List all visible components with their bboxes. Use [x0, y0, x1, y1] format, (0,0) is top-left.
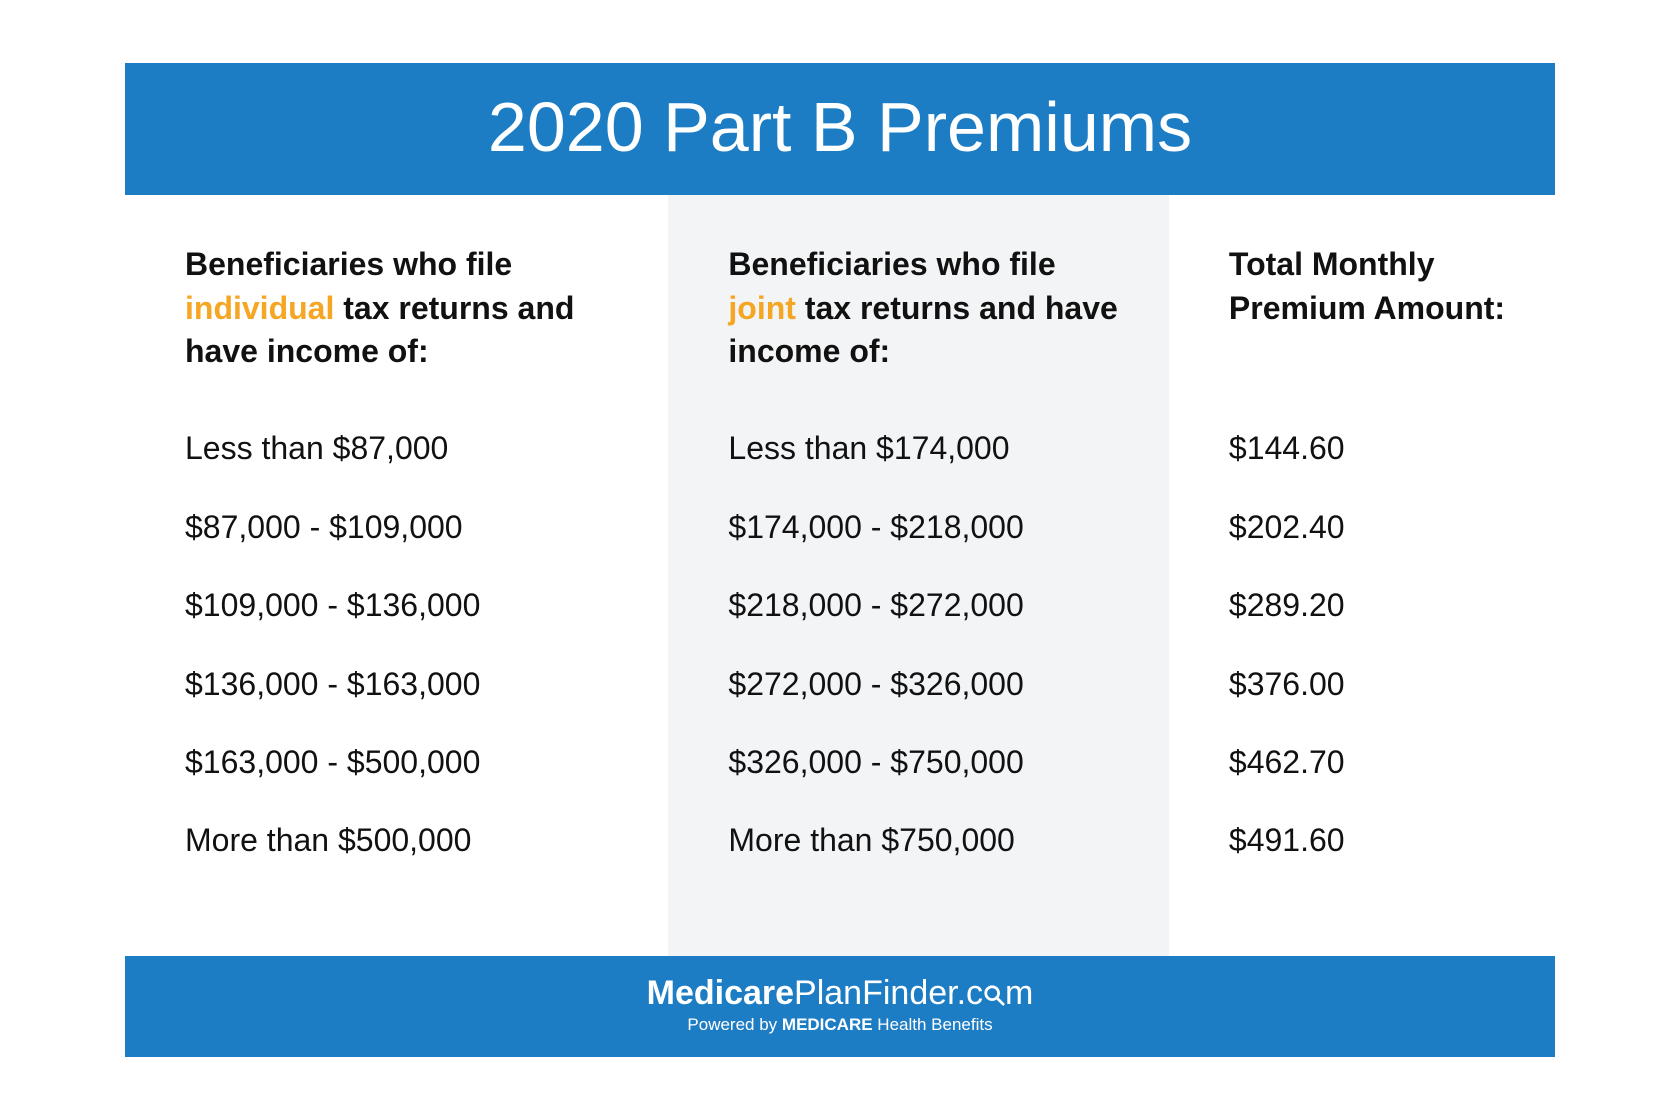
table-cell: Less than $174,000 [728, 429, 1129, 467]
footer-brand: MedicarePlanFinder.c m [125, 974, 1555, 1013]
table-cell: $326,000 - $750,000 [728, 743, 1129, 781]
table-cell: $491.60 [1229, 821, 1515, 859]
table-cell: $376.00 [1229, 665, 1515, 703]
table-cell: $272,000 - $326,000 [728, 665, 1129, 703]
tagline-text: Powered by [687, 1015, 782, 1034]
header-highlight: individual [185, 290, 334, 326]
table-cell: $144.60 [1229, 429, 1515, 467]
column-joint: Beneficiaries who file joint tax returns… [668, 195, 1169, 955]
magnifier-o-icon [983, 976, 1005, 998]
table-cell: Less than $87,000 [185, 429, 628, 467]
brand-bold: Medicare [647, 974, 794, 1012]
header-bar: 2020 Part B Premiums [125, 63, 1555, 195]
column-header-premium: Total Monthly Premium Amount: [1229, 243, 1515, 373]
header-highlight: joint [728, 290, 796, 326]
tagline-text: Health Benefits [873, 1015, 993, 1034]
brand-text: m [1005, 974, 1033, 1012]
table-cell: $136,000 - $163,000 [185, 665, 628, 703]
table-cell: $163,000 - $500,000 [185, 743, 628, 781]
table-cell: $202.40 [1229, 508, 1515, 546]
table-content: Beneficiaries who file individual tax re… [125, 195, 1555, 955]
footer-tagline: Powered by MEDICARE Health Benefits [125, 1015, 1555, 1035]
table-cell: More than $500,000 [185, 821, 628, 859]
tagline-bold: MEDICARE [782, 1015, 873, 1034]
page-title: 2020 Part B Premiums [488, 88, 1192, 166]
column-premium: Total Monthly Premium Amount: $144.60 $2… [1169, 195, 1555, 955]
table-cell: $87,000 - $109,000 [185, 508, 628, 546]
table-cell: $462.70 [1229, 743, 1515, 781]
table-cell: More than $750,000 [728, 821, 1129, 859]
table-cell: $289.20 [1229, 586, 1515, 624]
table-cell: $174,000 - $218,000 [728, 508, 1129, 546]
column-header-individual: Beneficiaries who file individual tax re… [185, 243, 628, 373]
premium-table-card: 2020 Part B Premiums Beneficiaries who f… [125, 63, 1555, 1056]
header-text: Beneficiaries who file [728, 246, 1055, 282]
column-individual: Beneficiaries who file individual tax re… [125, 195, 668, 955]
column-header-joint: Beneficiaries who file joint tax returns… [728, 243, 1129, 373]
table-cell: $218,000 - $272,000 [728, 586, 1129, 624]
header-text: Beneficiaries who file [185, 246, 512, 282]
brand-text: PlanFinder.c [794, 974, 983, 1012]
table-cell: $109,000 - $136,000 [185, 586, 628, 624]
footer-bar: MedicarePlanFinder.c m Powered by MEDICAR… [125, 956, 1555, 1057]
